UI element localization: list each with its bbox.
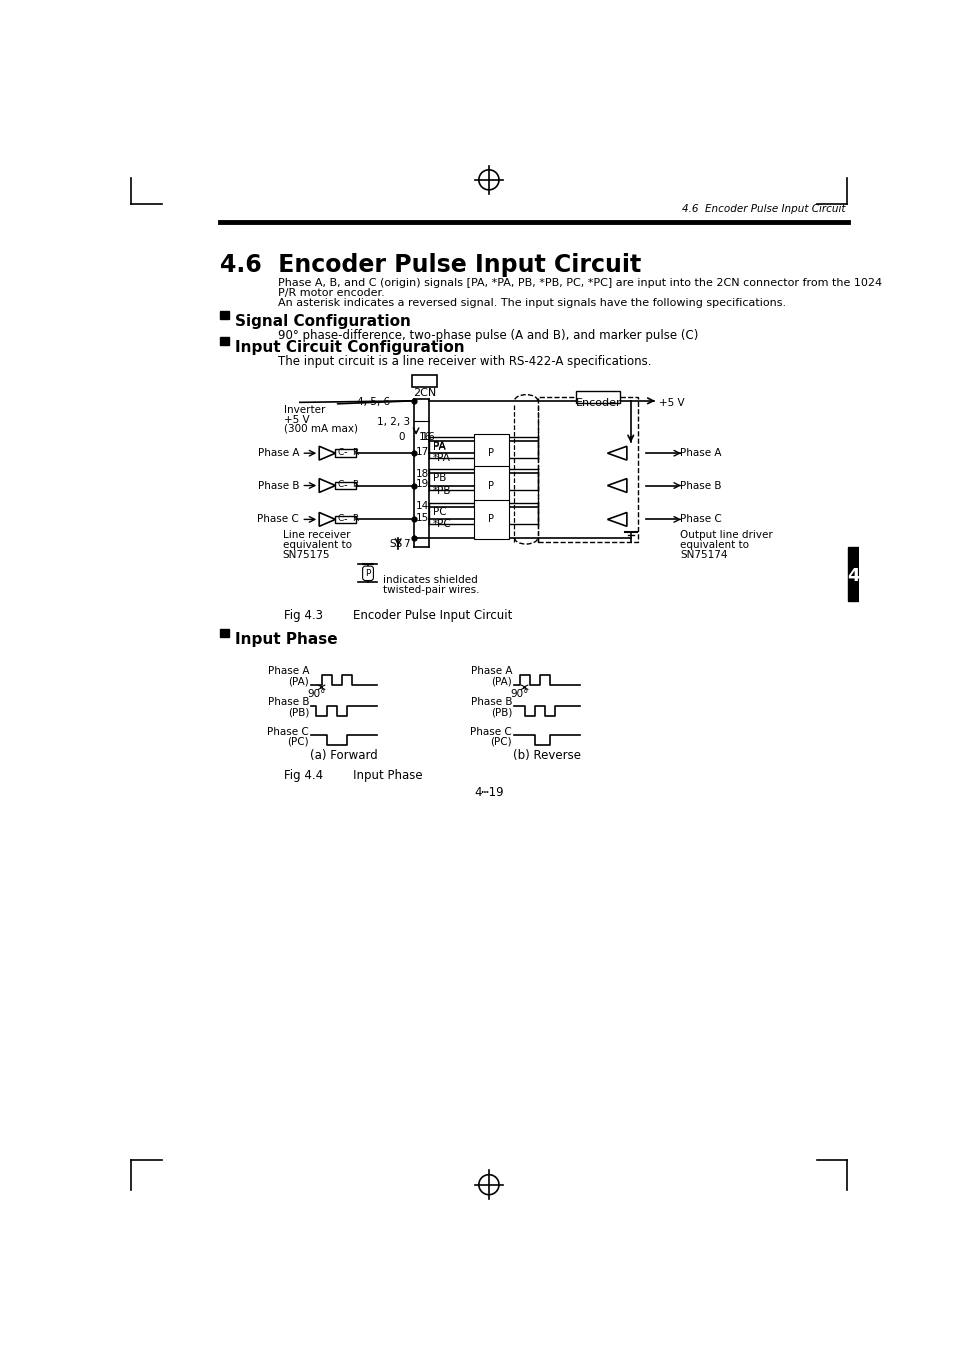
Text: Phase B: Phase B — [257, 481, 298, 490]
Text: C: C — [336, 449, 343, 457]
Text: *PC: *PC — [433, 519, 452, 530]
Text: P: P — [488, 515, 494, 524]
Text: SN75174: SN75174 — [679, 550, 727, 561]
Text: 18: 18 — [416, 469, 429, 478]
Text: (PC): (PC) — [287, 736, 309, 747]
Text: Output line driver: Output line driver — [679, 530, 772, 540]
Text: 90°: 90° — [308, 689, 326, 698]
Text: 16: 16 — [415, 431, 435, 442]
Text: The input circuit is a line receiver with RS-422-A specifications.: The input circuit is a line receiver wit… — [278, 355, 651, 369]
Bar — [537, 397, 638, 542]
Text: equivalent to: equivalent to — [282, 540, 352, 550]
Text: (PA): (PA) — [491, 677, 512, 686]
Text: 4.6  Encoder Pulse Input Circuit: 4.6 Encoder Pulse Input Circuit — [681, 204, 844, 213]
Text: *PB: *PB — [433, 485, 451, 496]
Text: twisted-pair wires.: twisted-pair wires. — [382, 585, 478, 594]
Text: R: R — [352, 515, 357, 523]
Text: -: - — [343, 513, 346, 524]
Text: Phase B: Phase B — [679, 481, 721, 490]
Text: PB: PB — [433, 473, 446, 484]
Text: SN75175: SN75175 — [282, 550, 330, 561]
Text: Phase A, B, and C (origin) signals [PA, *PA, PB, *PB, PC, *PC] are input into th: Phase A, B, and C (origin) signals [PA, … — [278, 277, 882, 288]
Text: 90°: 90° — [510, 689, 529, 698]
Text: Phase C: Phase C — [470, 727, 512, 736]
Text: 7: 7 — [403, 539, 410, 550]
Text: (PB): (PB) — [490, 708, 512, 717]
Text: 1, 2, 3: 1, 2, 3 — [376, 417, 410, 427]
Bar — [220, 628, 229, 638]
Text: 17: 17 — [416, 447, 429, 457]
Text: Phase A: Phase A — [470, 666, 512, 677]
Text: Line receiver: Line receiver — [282, 530, 350, 540]
Text: Fig 4.3        Encoder Pulse Input Circuit: Fig 4.3 Encoder Pulse Input Circuit — [284, 609, 512, 621]
Text: (b) Reverse: (b) Reverse — [513, 748, 580, 762]
Bar — [847, 547, 858, 601]
Text: 2CN: 2CN — [413, 388, 436, 399]
Text: R: R — [352, 480, 357, 489]
Text: C: C — [336, 480, 343, 489]
FancyBboxPatch shape — [412, 374, 436, 386]
Text: 4.6  Encoder Pulse Input Circuit: 4.6 Encoder Pulse Input Circuit — [220, 253, 640, 277]
Text: 14: 14 — [416, 501, 429, 511]
Text: Phase A: Phase A — [679, 449, 721, 458]
Text: PC: PC — [433, 507, 446, 517]
Text: Signal Configuration: Signal Configuration — [234, 313, 410, 328]
Text: C: C — [336, 515, 343, 523]
Text: Encoder: Encoder — [575, 397, 620, 408]
Text: *PA: *PA — [433, 453, 451, 463]
Bar — [220, 311, 229, 319]
Text: Phase A: Phase A — [257, 449, 298, 458]
Text: Phase C: Phase C — [267, 727, 309, 736]
Bar — [335, 482, 356, 489]
Text: 16: 16 — [418, 431, 431, 442]
Text: equivalent to: equivalent to — [679, 540, 748, 550]
Text: +5 V: +5 V — [659, 397, 684, 408]
Text: -: - — [343, 447, 346, 458]
Text: Phase B: Phase B — [268, 697, 309, 708]
Text: 4, 5, 6: 4, 5, 6 — [357, 397, 390, 407]
Text: 4┉19: 4┉19 — [474, 786, 503, 798]
FancyBboxPatch shape — [575, 390, 619, 403]
Text: Input Phase: Input Phase — [234, 632, 337, 647]
Text: PA: PA — [433, 440, 445, 451]
Text: 90° phase-difference, two-phase pulse (A and B), and marker pulse (C): 90° phase-difference, two-phase pulse (A… — [278, 330, 698, 342]
Text: Phase B: Phase B — [470, 697, 512, 708]
Text: PA: PA — [433, 442, 445, 453]
Text: (a) Forward: (a) Forward — [310, 748, 377, 762]
Text: An asterisk indicates a reversed signal. The input signals have the following sp: An asterisk indicates a reversed signal.… — [278, 297, 785, 308]
Text: -: - — [343, 480, 346, 490]
Text: Fig 4.4        Input Phase: Fig 4.4 Input Phase — [284, 769, 422, 782]
Text: Phase C: Phase C — [257, 515, 298, 524]
Text: P/R motor encoder.: P/R motor encoder. — [278, 288, 384, 297]
Text: 19: 19 — [416, 480, 429, 489]
Text: indicates shielded: indicates shielded — [382, 574, 477, 585]
Text: +5 V: +5 V — [284, 415, 310, 424]
Text: P: P — [488, 449, 494, 458]
Text: Phase C: Phase C — [679, 515, 721, 524]
Text: P: P — [488, 481, 494, 490]
Text: (PC): (PC) — [490, 736, 512, 747]
Text: 15: 15 — [416, 513, 429, 523]
Text: Phase A: Phase A — [268, 666, 309, 677]
Text: (300 mA max): (300 mA max) — [284, 424, 358, 434]
Text: 4: 4 — [846, 566, 859, 585]
Bar — [220, 336, 229, 346]
Text: Inverter: Inverter — [284, 405, 325, 416]
Text: 0: 0 — [397, 431, 404, 442]
Bar — [335, 516, 356, 523]
Bar — [335, 450, 356, 457]
Text: (PB): (PB) — [288, 708, 309, 717]
Text: SS: SS — [389, 539, 402, 550]
Text: Input Circuit Configuration: Input Circuit Configuration — [234, 340, 464, 355]
Text: R: R — [352, 449, 357, 457]
Text: P: P — [365, 569, 371, 578]
Text: (PA): (PA) — [288, 677, 309, 686]
